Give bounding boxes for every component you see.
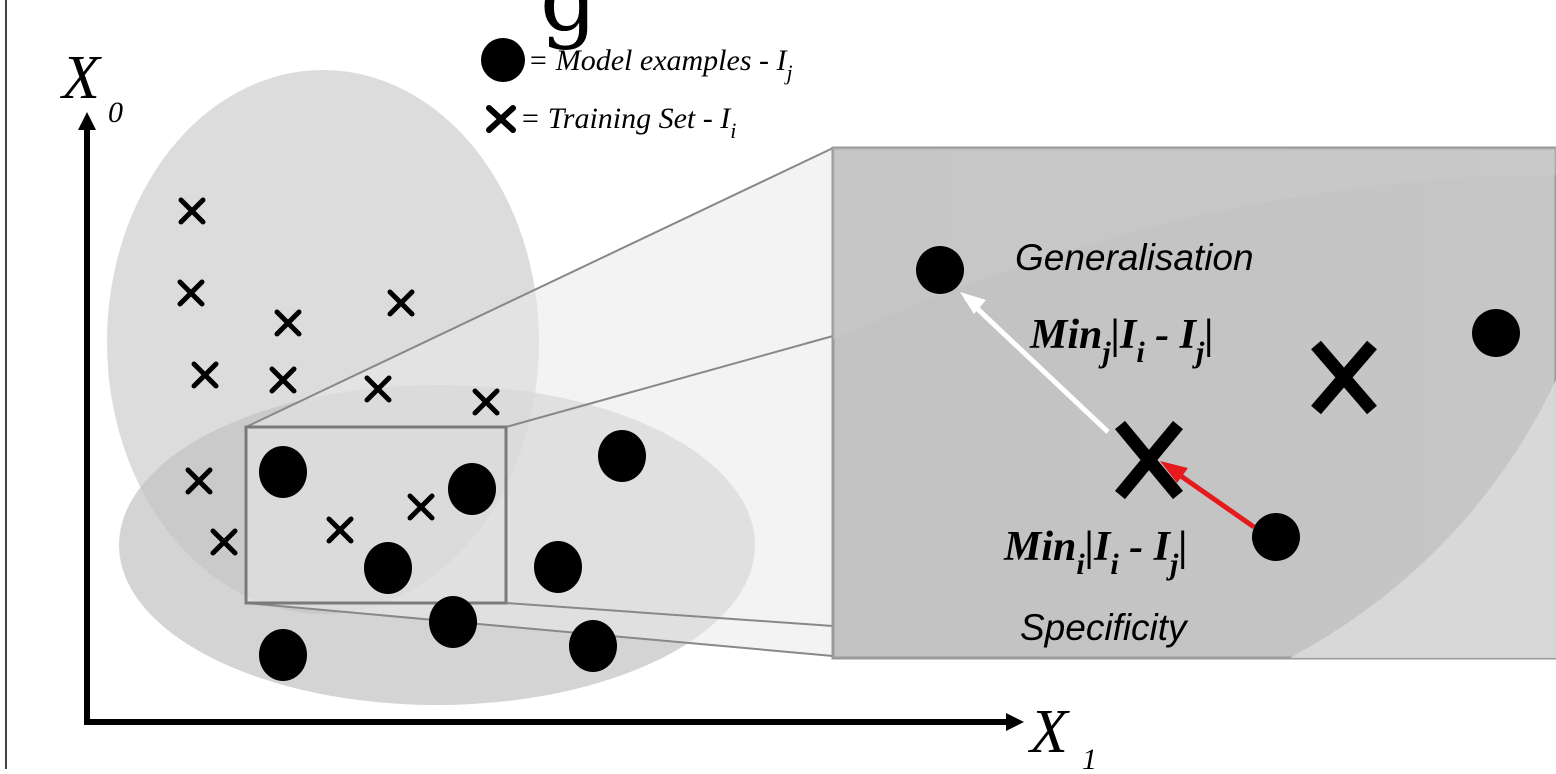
x-axis-arrow (1006, 713, 1024, 731)
training-cross-6 (269, 366, 297, 394)
model-example-dot-5 (534, 541, 582, 593)
training-cross-8 (472, 388, 500, 416)
training-cross-7 (364, 375, 392, 403)
x-axis-label: X (1027, 698, 1070, 766)
projection-line-top-right (505, 335, 834, 428)
training-cross-10 (210, 528, 238, 556)
zoom-selection-box (244, 425, 508, 605)
generalisation-arrow (964, 296, 1110, 434)
training-cross-5 (191, 361, 219, 389)
training-cross-11 (326, 516, 354, 544)
zoom-panel-ellipse-edge-top (833, 148, 1556, 340)
zoom-training-cross-right (1311, 340, 1377, 415)
zoom-model-dot-specificity (1252, 513, 1300, 561)
specificity-label: Specificity (1020, 607, 1189, 648)
generalisation-label: Generalisation (1015, 237, 1254, 278)
y-axis-subscript: 0 (108, 96, 123, 129)
projection-line-bottom-right (505, 602, 834, 627)
x-axis-subscript: 1 (1082, 743, 1097, 769)
specificity-arrowhead (1160, 461, 1188, 483)
training-cross-4 (387, 289, 415, 317)
generalisation-arrowhead (960, 292, 986, 314)
training-cross-9 (185, 467, 213, 495)
zoom-projection (246, 148, 833, 656)
zoom-model-dot-right (1472, 309, 1520, 357)
training-cross-2 (177, 279, 205, 307)
training-cross-3 (274, 309, 302, 337)
min-i-formula: Mini|Ii - Ij| (1003, 524, 1188, 581)
zoom-training-cross-center (1114, 420, 1184, 500)
model-example-dot-4 (598, 430, 646, 482)
title-fragment: g p (540, 0, 1556, 52)
legend-training-label: = Training Set - Ii (520, 102, 736, 143)
projection-line-bottom-left (245, 602, 834, 657)
model-example-dot-1 (259, 446, 307, 498)
projection-line-top-left (245, 147, 834, 428)
model-example-dot-7 (259, 629, 307, 681)
training-cross-12 (407, 493, 435, 521)
legend-training-marker (486, 105, 516, 133)
model-example-dot-6 (429, 596, 477, 648)
specificity-arrow (1166, 464, 1256, 530)
legend-model-label: = Model examples - Ij (528, 44, 793, 85)
model-example-dot-2 (448, 463, 496, 515)
training-cross-1 (178, 197, 206, 225)
zoom-panel-ellipse-edge (1290, 380, 1556, 658)
zoom-model-dot-generalisation (916, 246, 964, 294)
y-axis-label: X (59, 44, 102, 112)
min-j-formula: Minj|Ii - Ij| (1029, 312, 1214, 369)
model-example-dot-3 (364, 542, 412, 594)
legend-model-marker (481, 38, 525, 82)
model-example-dot-8 (569, 620, 617, 672)
y-axis-arrow (78, 112, 96, 130)
